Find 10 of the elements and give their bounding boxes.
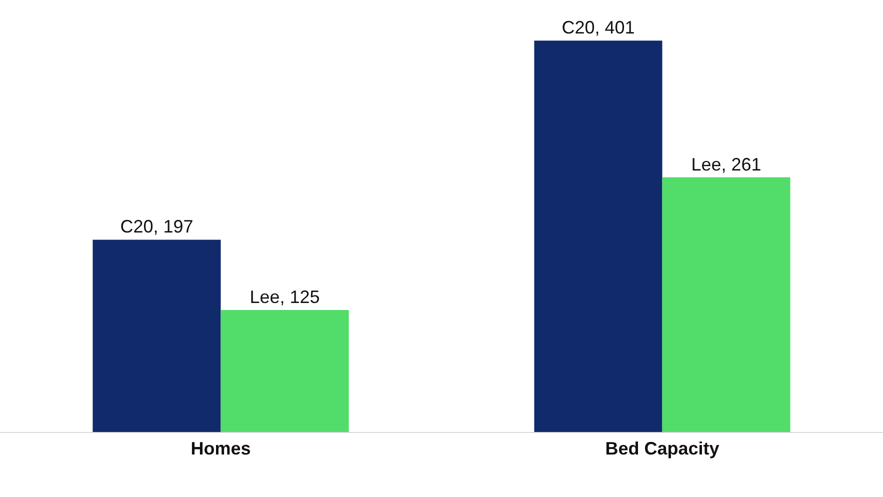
x-tick-label: Homes	[190, 438, 251, 459]
data-label: C20, 197	[120, 216, 194, 237]
data-label: Lee, 125	[250, 286, 320, 307]
x-tick-label: Bed Capacity	[605, 438, 720, 459]
bar	[92, 240, 221, 432]
data-label: Lee, 261	[691, 154, 762, 174]
bar	[534, 40, 662, 432]
bar	[662, 177, 790, 432]
bar	[220, 310, 349, 432]
data-label: C20, 401	[562, 18, 635, 38]
